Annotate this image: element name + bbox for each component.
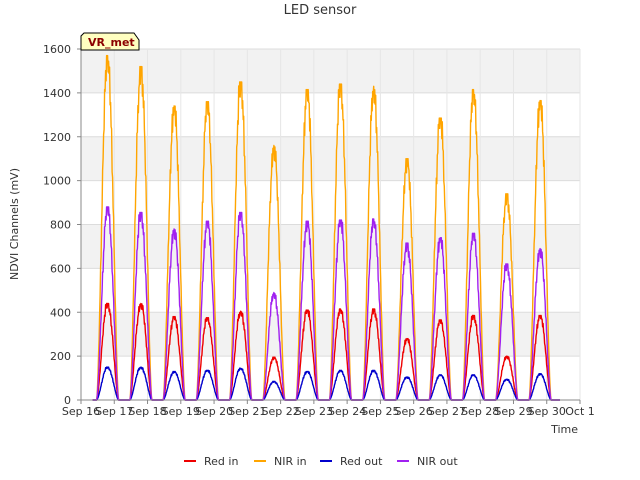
y-tick-label: 1000 xyxy=(43,175,71,188)
y-tick-label: 0 xyxy=(64,394,71,407)
plot-band xyxy=(81,180,580,225)
x-tick-label: Sep 30 xyxy=(528,405,566,418)
legend-label: NIR in xyxy=(274,455,307,468)
x-tick-label: Sep 16 xyxy=(62,405,100,418)
y-tick-label: 200 xyxy=(50,350,71,363)
plot-band xyxy=(81,136,580,181)
y-tick-label: 1600 xyxy=(43,43,71,56)
legend: Red in NIR in Red out NIR out xyxy=(184,455,458,468)
y-tick-label: 600 xyxy=(50,262,71,275)
x-tick-label: Sep 18 xyxy=(128,405,166,418)
x-tick-label: Sep 28 xyxy=(461,405,499,418)
badge-label: VR_met xyxy=(88,36,135,49)
x-axis-label: Time xyxy=(550,423,578,436)
x-tick-label: Sep 23 xyxy=(295,405,333,418)
legend-item: Red out xyxy=(320,455,383,468)
y-tick-labels: 0 200 400 600 800 1000 1200 1400 1600 xyxy=(43,43,81,407)
y-tick-label: 400 xyxy=(50,306,71,319)
x-tick-label: Sep 21 xyxy=(228,405,266,418)
plot-band xyxy=(81,49,580,93)
legend-item: NIR in xyxy=(254,455,307,468)
legend-label: Red in xyxy=(204,455,238,468)
plot-band xyxy=(81,312,580,357)
x-tick-label: Sep 25 xyxy=(361,405,399,418)
y-tick-label: 1200 xyxy=(43,131,71,144)
y-axis-label: NDVI Channels (mV) xyxy=(8,168,21,280)
x-tick-label: Oct 1 xyxy=(565,405,595,418)
x-tick-label: Sep 17 xyxy=(95,405,133,418)
plot-band xyxy=(81,224,580,269)
station-badge: VR_met xyxy=(80,32,140,51)
badge-box xyxy=(80,32,140,51)
legend-label: Red out xyxy=(340,455,383,468)
legend-item: NIR out xyxy=(397,455,458,468)
legend-label: NIR out xyxy=(417,455,458,468)
x-tick-label: Sep 26 xyxy=(395,405,433,418)
x-tick-label: Sep 22 xyxy=(261,405,299,418)
x-tick-label: Sep 24 xyxy=(328,405,366,418)
x-tick-label: Sep 27 xyxy=(428,405,466,418)
x-tick-label: Sep 20 xyxy=(195,405,233,418)
y-tick-label: 800 xyxy=(50,219,71,232)
plot-band xyxy=(81,92,580,137)
plot-band xyxy=(81,268,580,313)
y-tick-label: 1400 xyxy=(43,87,71,100)
plot-background xyxy=(81,49,580,400)
x-tick-label: Sep 29 xyxy=(494,405,532,418)
legend-item: Red in xyxy=(184,455,238,468)
x-tick-label: Sep 19 xyxy=(162,405,200,418)
chart-title: LED sensor xyxy=(284,3,357,18)
